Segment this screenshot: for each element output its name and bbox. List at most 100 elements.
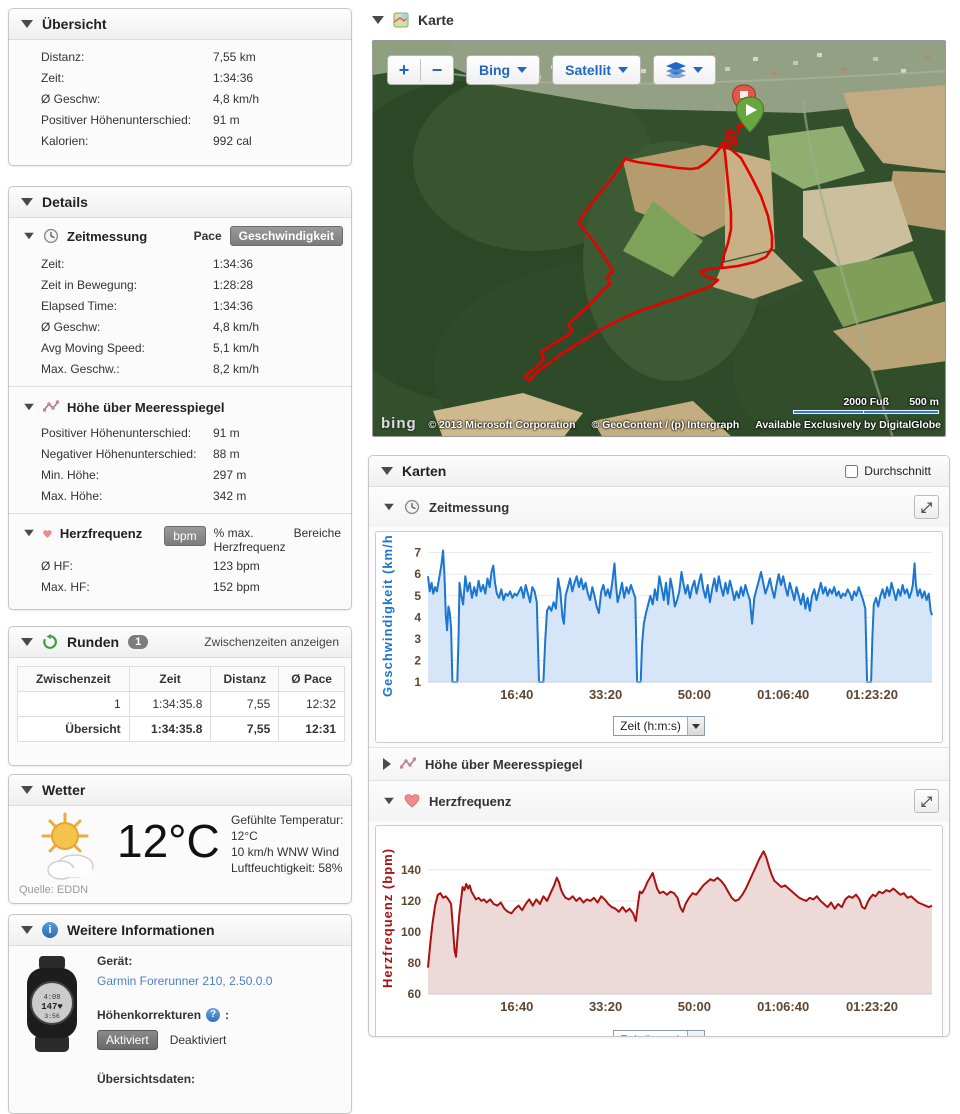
- map-icon: [393, 12, 409, 28]
- show-splits-link[interactable]: Zwischenzeiten anzeigen: [204, 635, 339, 649]
- x-axis-unit-dropdown[interactable]: Zeit (h:m:s): [613, 716, 705, 736]
- speed-chart-container[interactable]: 1 2 3 4 5 6 7 16:40 33:20 50:00 01:06:40 01:23:20 Ge…: [375, 529, 943, 743]
- scale-label-meters: 500 m: [909, 396, 939, 408]
- speed-toggle[interactable]: Geschwindigkeit: [229, 226, 343, 246]
- dropdown-arrow-button[interactable]: [686, 1031, 704, 1036]
- chart-plot[interactable]: 60 80 100 120 140 16:40 33:20 50:00 01:06:40 01:2…: [378, 830, 938, 1022]
- laps-cell: 1:34:35.8: [128, 691, 212, 717]
- x-tick-label: 01:23:20: [846, 999, 898, 1014]
- wetter-header[interactable]: Wetter: [9, 775, 351, 806]
- aktiviert-button[interactable]: Aktiviert: [97, 1030, 158, 1050]
- stat-value: 342 m: [213, 489, 247, 503]
- collapse-triangle-icon[interactable]: [21, 638, 33, 646]
- laps-column-header: Zwischenzeit: [17, 666, 130, 692]
- collapse-triangle-icon[interactable]: [372, 16, 384, 24]
- collapse-triangle-icon[interactable]: [21, 20, 33, 28]
- stopwatch-icon: [43, 228, 59, 244]
- x-tick-label: 33:20: [589, 687, 622, 702]
- laps-cell: 12:31: [278, 716, 345, 742]
- stat-row: Negativer Höhenunterschied: 88 m: [9, 444, 351, 465]
- map-type-dropdown[interactable]: Satellit: [552, 55, 642, 85]
- x-axis-unit-label: Zeit (h:m:s): [620, 719, 681, 733]
- collapse-triangle-icon[interactable]: [24, 529, 34, 537]
- y-tick-label: 7: [414, 546, 421, 560]
- chart-plot[interactable]: 1 2 3 4 5 6 7 16:40 33:20 50:00 01:06:40 01:23:20 Ge…: [378, 529, 938, 708]
- x-axis-unit-dropdown[interactable]: Zeit (h:m:s): [613, 1030, 705, 1036]
- collapse-triangle-icon[interactable]: [21, 926, 33, 934]
- collapse-triangle-icon[interactable]: [21, 786, 33, 794]
- runden-title: Runden: [67, 634, 120, 650]
- uebersicht-title: Übersicht: [42, 16, 107, 32]
- stat-label: Ø HF:: [41, 559, 73, 573]
- map-layers-dropdown[interactable]: [653, 55, 717, 85]
- laps-icon: [43, 634, 57, 649]
- collapse-triangle-icon[interactable]: [384, 503, 394, 511]
- y-tick-label: 80: [408, 956, 422, 970]
- stat-value: 91 m: [213, 113, 240, 127]
- device-link[interactable]: Garmin Forerunner 210, 2.50.0.0: [97, 974, 273, 988]
- expand-chart-button[interactable]: ⤢: [914, 789, 939, 813]
- dropdown-arrow-button[interactable]: [686, 717, 704, 735]
- scale-label-feet: 2000 Fuß: [843, 396, 889, 408]
- average-checkbox-label[interactable]: Durchschnitt: [845, 464, 931, 478]
- zoom-in-button[interactable]: +: [398, 59, 410, 80]
- herzfrequenz-subheader[interactable]: Herzfrequenz bpm % max. Herzfrequenz Ber…: [9, 518, 351, 562]
- uebersicht-header[interactable]: Übersicht: [9, 9, 351, 40]
- map-canvas[interactable]: + − Bing Satellit 2000 Fuß 500 m bing © …: [372, 40, 946, 437]
- collapse-triangle-icon[interactable]: [384, 797, 394, 805]
- pace-toggle[interactable]: Pace: [193, 229, 222, 243]
- y-tick-label: 6: [414, 567, 421, 581]
- sun-cloud-icon: [41, 812, 94, 880]
- chart-section-herzfrequenz-header[interactable]: Herzfrequenz ⤢: [369, 780, 949, 821]
- bpm-toggle[interactable]: bpm: [164, 526, 206, 546]
- hoehe-subheader[interactable]: Höhe über Meeresspiegel: [9, 391, 351, 423]
- series-area: [428, 550, 932, 682]
- series-line: [427, 850, 933, 968]
- average-checkbox[interactable]: [845, 464, 859, 478]
- x-tick-label: 33:20: [589, 999, 622, 1014]
- karte-header[interactable]: Karte: [372, 12, 454, 28]
- stat-row: Distanz: 7,55 km: [9, 47, 351, 68]
- collapse-triangle-icon[interactable]: [24, 232, 34, 240]
- stat-row: Min. Höhe: 297 m: [9, 465, 351, 486]
- expand-triangle-icon[interactable]: [383, 758, 391, 770]
- runden-panel: Runden 1 Zwischenzeiten anzeigen Zwische…: [8, 626, 352, 766]
- pct-max-toggle[interactable]: % max. Herzfrequenz: [213, 526, 286, 554]
- stat-row: Ø Geschw: 4,8 km/h: [9, 89, 351, 110]
- zones-toggle[interactable]: Bereiche: [293, 526, 341, 540]
- stat-value: 1:34:36: [213, 257, 254, 271]
- uebersicht-rows: Distanz: 7,55 km Zeit: 1:34:36 Ø Geschw: 4,8 …: [9, 40, 351, 152]
- chevron-down-icon: [691, 723, 700, 729]
- gps-track: [523, 112, 774, 383]
- divider: [9, 386, 351, 387]
- deaktiviert-button[interactable]: Deaktiviert: [169, 1033, 227, 1047]
- runden-header[interactable]: Runden 1 Zwischenzeiten anzeigen: [9, 627, 351, 658]
- stat-value: 152 bpm: [213, 580, 260, 594]
- collapse-triangle-icon[interactable]: [381, 467, 393, 475]
- details-panel: Details Zeitmessung Pace Geschwindigkeit…: [8, 186, 352, 610]
- chevron-down-icon: [693, 67, 704, 73]
- uebersicht-panel: Übersicht Distanz: 7,55 km Zeit: 1:34:36 Ø G…: [8, 8, 352, 166]
- expand-chart-button[interactable]: ⤢: [914, 495, 939, 519]
- y-tick-label: 60: [408, 987, 422, 1001]
- laps-column-header: Distanz: [210, 666, 280, 692]
- map-provider-dropdown[interactable]: Bing: [466, 55, 541, 85]
- chart-section-zeitmessung-header[interactable]: Zeitmessung ⤢: [369, 487, 949, 527]
- chart-section-hoehe-header[interactable]: Höhe über Meeresspiegel: [369, 747, 949, 780]
- stat-value: 123 bpm: [213, 559, 260, 573]
- weitere-header[interactable]: i Weitere Informationen: [9, 915, 351, 946]
- details-header[interactable]: Details: [9, 187, 351, 218]
- collapse-triangle-icon[interactable]: [24, 403, 34, 411]
- stat-value: 992 cal: [213, 134, 252, 148]
- collapse-triangle-icon[interactable]: [21, 198, 33, 206]
- stat-label: Zeit:: [41, 257, 65, 271]
- help-icon[interactable]: ?: [206, 1008, 221, 1022]
- karten-header[interactable]: Karten Durchschnitt: [369, 456, 949, 487]
- chevron-down-icon: [517, 67, 528, 73]
- zeitmessung-subheader[interactable]: Zeitmessung Pace Geschwindigkeit: [9, 218, 351, 254]
- hr-chart-container[interactable]: 60 80 100 120 140 16:40 33:20 50:00 01:06:40 01:2…: [375, 825, 943, 1036]
- elevation-icon: [43, 400, 59, 412]
- zoom-out-button[interactable]: −: [431, 59, 443, 80]
- stat-value: 5,1 km/h: [213, 341, 260, 355]
- x-axis-unit-label: Zeit (h:m:s): [614, 1031, 687, 1036]
